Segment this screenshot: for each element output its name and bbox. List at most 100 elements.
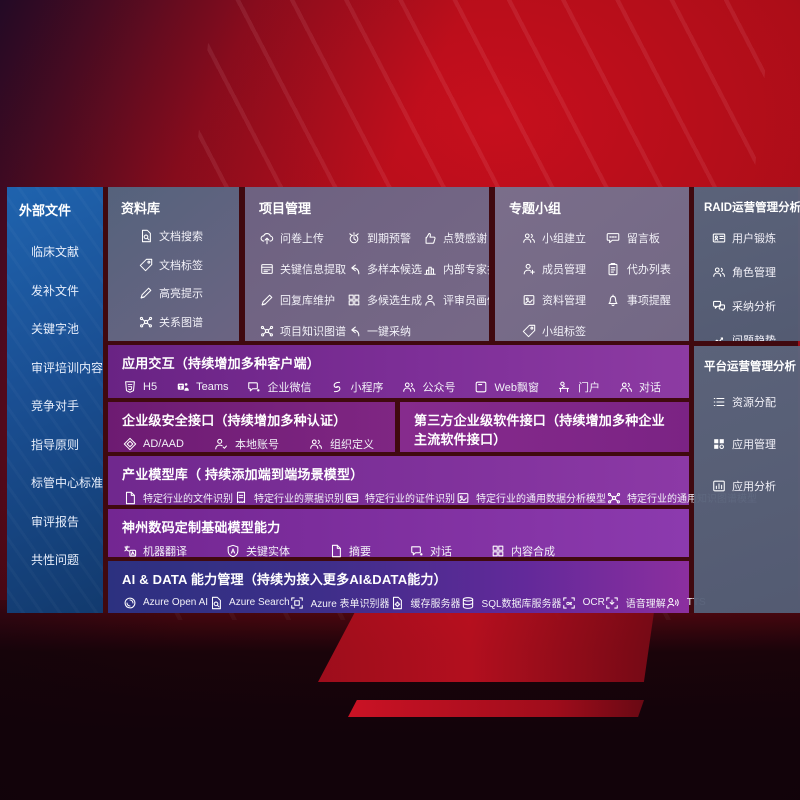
feature-label: 资料管理 [542,295,586,307]
feature-list: AD/AAD 本地账号 组织定义 [122,436,381,452]
cloud-upload-icon [259,231,274,246]
feature-list: 机器翻译 关键实体 摘要 对话 内容合成 [122,543,675,559]
panel-title: 外部文件 [19,203,72,218]
feature-label: 高亮提示 [159,288,203,300]
reviewer-portrait-icon [422,293,437,308]
feature-item: 多样本候选 [346,261,422,277]
summary-icon [328,544,343,559]
dialog-icon [618,380,633,395]
sidebar-item: 关键字池 [31,322,80,336]
local-account-icon [214,437,229,452]
feature-item: 关键信息提取 [259,261,346,277]
base-model-bar: 神州数码定制基础模型能力 机器翻译 关键实体 摘要 对话 内容合成 [108,509,689,559]
feature-list: 特定行业的文件识别 特定行业的票据识别 特定行业的证件识别 特定行业的通用数据分析模型… [122,490,757,505]
sidebar-item: 审评培训内容 [31,360,104,375]
industry-model-bar: 产业模型库（ 持续添加端到端场景模型） 特定行业的文件识别 特定行业的票据识别 特定… [108,456,757,505]
external-files-panel: 外部文件 临床文献 发补文件 关键字池 审评培训内容 竞争对手 指导原则 标管中心标准 审评报… [7,187,103,613]
third-party-interface-bar: 第三方企业级软件接口（持续增加多种企业主流软件接口） API自动化设计器 [400,402,689,470]
feature-label: 小组标签 [542,326,586,338]
feature-list: Azure Open AI Azure Search Azure 表单识别器 缓存服务… [122,595,706,610]
feature-label: 本地账号 [234,439,279,451]
feature-item: Azure Search [208,595,290,610]
feature-item: 问题趋势 [711,332,800,341]
adoption-analysis-icon [711,299,726,314]
azure-search-icon [208,595,223,610]
feature-label: 组织定义 [329,439,374,451]
interface-row: 企业级安全接口（持续增加多种认证） AD/AAD 本地账号 组织定义 第三方企业级软… [108,402,689,470]
feature-item: 语音理解 [605,595,666,610]
feature-item: 项目知识图谱 [259,323,346,339]
thumbs-up-icon [422,231,437,246]
feature-item: 回复库维护 [259,292,346,308]
feature-item: 小组标签 [521,323,606,339]
feature-label: 事项提醒 [626,295,671,307]
feature-label: 特定行业的证件识别 [365,494,455,505]
feature-item: 应用分析 [711,478,800,494]
feature-label: 问卷上传 [280,233,324,245]
sidebar-item: 竞争对手 [31,399,80,413]
feature-item: SQL数据库服务器 [461,595,562,610]
feature-item: 成员管理 [521,261,606,277]
feature-item: OCR [562,595,605,610]
app-manage-icon [711,437,726,452]
feature-item: Teams [175,380,228,395]
tts-icon [666,595,681,610]
feature-item: 到期预警 [346,230,422,246]
feature-label: 项目知识图谱 [280,326,346,338]
key-entity-icon [225,544,240,559]
feature-label: 特定行业的票据识别 [254,494,344,505]
feature-item: 本地账号 [214,436,279,452]
feature-label: 角色管理 [732,267,776,279]
feature-label: 用户锻炼 [732,233,776,245]
top-panels-row: 资料库 文档搜索文档标签高亮提示关系图谱文档分类 项目管理 问卷上传到期预警点赞… [108,187,689,341]
feature-label: 应用管理 [732,439,776,451]
feature-item: 关键实体 [225,543,290,559]
feature-item: 多候选生成 [346,292,422,308]
wechat-work-icon [247,380,262,395]
feature-item: 对话 [409,543,452,559]
web-popup-icon [474,380,489,395]
feature-label: 成员管理 [542,264,586,276]
feature-label: 关键实体 [246,546,290,558]
feature-label: 内部专家排名 [443,264,489,276]
feature-label: 点赞感谢 [443,233,487,245]
group-create-icon [521,231,536,246]
ocr-icon [562,595,577,610]
panel-title: 资料库 [121,201,161,216]
feature-label: 企业微信 [267,382,312,394]
relation-graph-icon [138,314,153,329]
feature-label: 问题趋势 [732,335,776,341]
bbs-icon [606,231,621,246]
feature-item: 特定行业的证件识别 [344,490,455,505]
feature-label: 公众号 [422,382,456,394]
bar-title: 企业级安全接口（持续增加多种认证） [122,413,347,428]
sql-db-icon [461,595,476,610]
panel-title: 项目管理 [259,201,312,216]
feature-label: 多候选生成 [367,295,422,307]
feature-label: 特定行业的通用数据分析模型 [476,494,606,505]
feature-label: 门户 [577,382,600,394]
feature-item: 文档标签 [138,257,239,273]
enterprise-security-bar: 企业级安全接口（持续增加多种认证） AD/AAD 本地账号 组织定义 [108,402,395,452]
highlight-pen-icon [138,286,153,301]
sidebar-item: 标管中心标准 [31,476,104,490]
feature-label: 特定行业的通用知识图谱模型 [627,494,757,505]
feature-label: 应用分析 [732,481,776,493]
azure-openai-icon [122,595,137,610]
data-repository-panel: 资料库 文档搜索文档标签高亮提示关系图谱文档分类 [108,187,239,341]
bar-title: 第三方企业级软件接口（持续增加多种企业主流软件接口） [414,413,665,447]
group-tag-icon [521,324,536,339]
feature-label: 留言板 [626,233,660,245]
knowledge-graph-model-icon [606,490,621,505]
doc-search-icon [138,229,153,244]
feature-label: Web飘窗 [494,382,539,394]
feature-item: 评审员画像 [422,292,489,308]
architecture-diagram: 外部文件 临床文献 发补文件 关键字池 审评培训内容 竞争对手 指导原则 标管中心标准 审评报… [7,187,800,613]
feature-item: Azure Open AI [122,595,208,610]
feature-item: 角色管理 [711,264,800,280]
official-account-icon [402,380,417,395]
feature-item: 内容合成 [490,543,555,559]
bar-title: AI & DATA 能力管理（持续为接入更多AI&DATA能力） [122,572,447,587]
feature-label: 文档搜索 [159,231,203,243]
